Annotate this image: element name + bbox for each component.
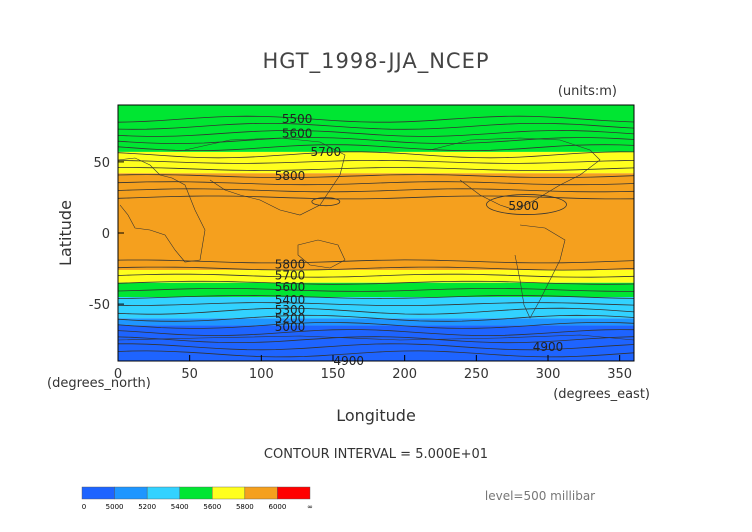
contour-label-3: 5800	[275, 169, 306, 183]
band-2	[118, 173, 634, 270]
level-label: level=500 millibar	[485, 489, 595, 503]
contour-label-5: 5800	[275, 257, 306, 271]
colorbar-tick-7: ∞	[307, 503, 313, 511]
x-tick-label-7: 350	[607, 367, 632, 382]
contour-line-10	[117, 188, 635, 193]
contour-line-2	[117, 129, 635, 137]
contour-line-5	[117, 151, 635, 159]
coast-asia	[184, 137, 346, 216]
colorbar-swatch-6	[277, 486, 311, 500]
x-axis-label: Longitude	[336, 406, 416, 425]
coast-north-america	[429, 137, 601, 211]
colorbar-swatch-3	[179, 486, 213, 500]
contour-line-21	[117, 322, 635, 329]
plot-area: 5500560057005800590058005700560054005300…	[117, 104, 635, 368]
colorbar-tick-0: 0	[82, 503, 86, 511]
contour-label-6: 5700	[275, 269, 306, 283]
contour-line-14	[117, 273, 635, 278]
y-tick-label-0: -50	[89, 298, 110, 313]
x-unit-label: (degrees_east)	[553, 387, 650, 402]
contour-line-13	[117, 266, 635, 271]
contour-label-1: 5600	[282, 126, 313, 140]
contour-line-0	[117, 115, 635, 123]
colorbar-swatch-0	[81, 486, 115, 500]
contour-line-23	[117, 336, 635, 344]
band-4	[118, 282, 634, 297]
contour-interval: CONTOUR INTERVAL = 5.000E+01	[264, 447, 488, 462]
x-tick-label-0: 0	[114, 367, 122, 382]
colorbar-swatch-1	[114, 486, 148, 500]
coast-south-america	[514, 224, 566, 319]
contour-label-7: 5600	[275, 280, 306, 294]
contour-label-11: 5000	[275, 320, 306, 334]
contour-line-16	[117, 287, 634, 292]
y-tick-label-2: 50	[93, 156, 110, 171]
contour-line-24	[118, 343, 635, 351]
band-5	[118, 297, 634, 319]
colorbar-swatch-4	[212, 486, 246, 500]
chart-title: HGT_1998-JJA_NCEP	[262, 49, 489, 74]
contour-label-0: 5500	[282, 112, 313, 126]
contour-line-closed-small	[311, 197, 341, 207]
colorbar-tick-5: 5800	[236, 503, 254, 511]
band-3	[118, 269, 634, 283]
contour-line-6	[117, 159, 635, 164]
colorbar-swatch-5	[244, 486, 278, 500]
coast-australia	[297, 239, 346, 269]
band-6	[118, 318, 634, 326]
coast-europe-africa	[117, 157, 206, 263]
coastlines	[117, 137, 635, 341]
x-tick-label-3: 150	[321, 367, 346, 382]
contour-line-7	[118, 167, 635, 171]
colorbar-swatch-2	[146, 486, 180, 500]
y-tick-label-1: 0	[102, 227, 110, 242]
contour-line-15	[117, 280, 635, 285]
colorbar: 0 5000 5200 5400 5600 5800 6000 ∞	[81, 486, 313, 511]
colorbar-tick-3: 5400	[171, 503, 189, 511]
colorbar-tick-1: 5000	[106, 503, 124, 511]
contour-line-19	[117, 307, 635, 315]
contour-label-8: 5400	[275, 293, 306, 307]
contour-line-9	[117, 181, 635, 186]
contour-line-1	[117, 123, 635, 130]
contour-label-12: 4900	[533, 340, 564, 354]
contour-line-3	[117, 137, 635, 145]
contour-line-8	[117, 174, 635, 178]
units-label: (units:m)	[558, 84, 617, 99]
contour-line-22	[117, 329, 635, 337]
y-unit-label: (degrees_north)	[47, 376, 151, 391]
contour-line-5900-closed	[486, 194, 567, 215]
x-tick-label-5: 250	[464, 367, 489, 382]
contour-line-4	[117, 144, 635, 151]
x-tick-label-2: 100	[249, 367, 274, 382]
y-axis-ticks: -50 0 50	[89, 156, 124, 313]
contour-label-10: 5200	[275, 311, 306, 325]
contour-line-11	[117, 195, 635, 200]
x-tick-label-4: 200	[392, 367, 417, 382]
x-tick-label-1: 50	[181, 367, 198, 382]
x-axis-ticks: 0 50 100 150 200 250 300 350	[114, 355, 632, 382]
color-bands	[118, 105, 634, 361]
contour-label-4: 5900	[508, 199, 539, 213]
contour-label-2: 5700	[311, 145, 342, 159]
coast-antarctica	[117, 334, 635, 341]
y-axis-label: Latitude	[56, 200, 75, 266]
contour-line-17	[117, 295, 635, 299]
x-tick-label-6: 300	[536, 367, 561, 382]
contour-line-18	[117, 302, 635, 307]
contour-line-20	[117, 314, 635, 322]
colorbar-tick-6: 6000	[269, 503, 287, 511]
contour-line-12	[117, 259, 635, 264]
contour-lines	[117, 115, 635, 358]
colorbar-tick-2: 5200	[138, 503, 156, 511]
colorbar-tick-4: 5600	[203, 503, 221, 511]
contour-label-9: 5300	[275, 303, 306, 317]
